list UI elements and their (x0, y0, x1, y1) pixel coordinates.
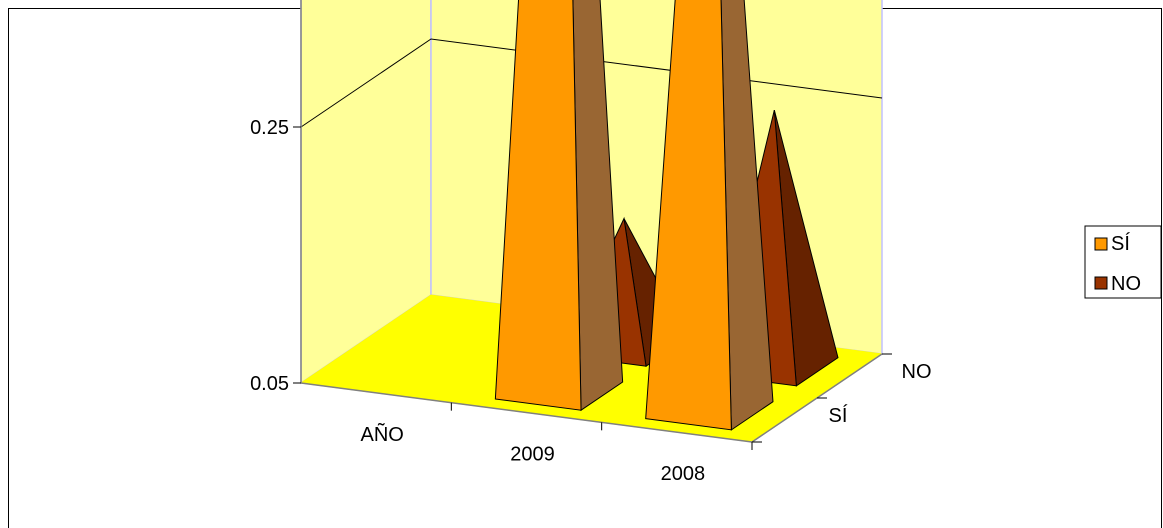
pyramid-front (494, 0, 582, 411)
depth-tick-label: NO (902, 361, 932, 383)
legend-swatch-no (1094, 276, 1108, 290)
axes: 0.050.250.450.650.85AÑO20092008SÍNO (250, 0, 932, 485)
pyramid-chart: 0.050.250.450.650.85AÑO20092008SÍNO SÍ N… (250, 0, 1162, 485)
x-tick-label: 2009 (510, 444, 555, 466)
legend-swatch-si (1094, 237, 1108, 251)
legend-label-no: NO (1111, 273, 1141, 295)
pyramid-side (572, 0, 624, 412)
x-tick-label: AÑO (360, 422, 403, 446)
pyramid-side (720, 0, 774, 431)
depth-tick-label: SÍ (829, 404, 848, 427)
legend-label-si: SÍ (1111, 232, 1130, 255)
y-tick-label: 0.05 (250, 373, 289, 395)
x-tick-label: 2008 (661, 463, 706, 485)
x-axis-line (300, 382, 753, 443)
pyramids (494, 0, 839, 431)
y-tick-label: 0.25 (250, 117, 289, 139)
legend: SÍ NO (1084, 225, 1162, 299)
pyramid-front (645, 0, 732, 431)
